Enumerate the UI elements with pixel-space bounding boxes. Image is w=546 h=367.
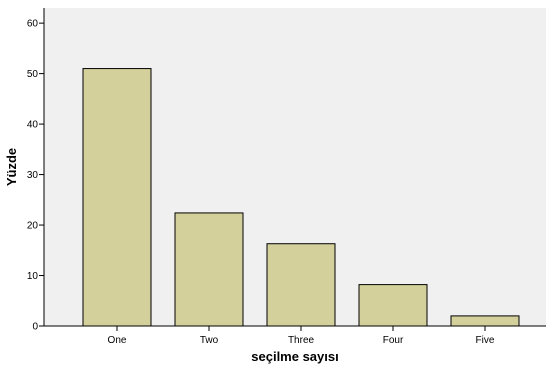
bar-three: [266, 243, 336, 327]
y-tick-label: 20: [27, 221, 39, 232]
x-tick-label-three: Three: [288, 335, 315, 346]
bar-two: [174, 212, 244, 327]
x-tick-label-four: Four: [383, 335, 404, 346]
bar-five: [450, 315, 520, 327]
x-tick-label-one: One: [108, 335, 127, 346]
x-tick-label-five: Five: [476, 335, 495, 346]
x-axis-ticks: One Two Three Four Five: [108, 326, 495, 346]
y-tick-label: 50: [27, 69, 39, 80]
y-tick-label: 0: [32, 322, 38, 333]
y-axis-title: Yüzde: [4, 148, 19, 186]
bar-four: [358, 284, 428, 327]
bars-group: [82, 68, 520, 327]
bar-one: [82, 68, 152, 327]
y-axis-ticks: 0 10 20 30 40 50 60: [27, 19, 44, 333]
x-tick-label-two: Two: [200, 335, 219, 346]
y-tick-label: 60: [27, 19, 39, 30]
x-axis-title: seçilme sayısı: [251, 349, 338, 364]
y-tick-label: 30: [27, 170, 39, 181]
y-tick-label: 10: [27, 271, 39, 282]
y-tick-label: 40: [27, 120, 39, 131]
